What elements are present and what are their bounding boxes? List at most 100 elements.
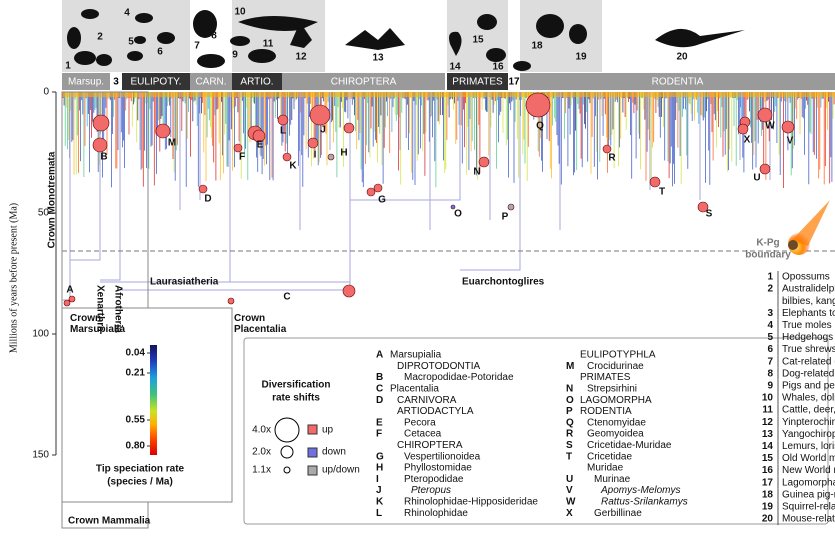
- group-number: 6: [767, 344, 773, 355]
- key-letter: D: [376, 395, 383, 406]
- shift-letter: V: [787, 136, 794, 147]
- key-name: Murinae: [594, 474, 631, 485]
- clade-name: EULIPOTY.: [131, 77, 182, 88]
- key-name: PRIMATES: [580, 372, 631, 383]
- animal: [81, 9, 99, 19]
- shift-letter: H: [340, 148, 347, 159]
- silhouette-number: 19: [575, 52, 587, 63]
- key-letter: B: [376, 372, 383, 383]
- key-name: RODENTIA: [580, 406, 632, 417]
- type-symbol: [307, 424, 318, 435]
- key-letter: A: [376, 350, 383, 361]
- clade-bar: [232, 73, 282, 90]
- key-letter: O: [566, 395, 574, 406]
- silhouette-panel: [520, 0, 602, 72]
- group-name: Cattle, deer, giraffes: [782, 405, 835, 416]
- type-label: up: [322, 425, 334, 436]
- group-name: Opossums: [782, 272, 830, 283]
- rate-shift: [759, 163, 771, 175]
- rate-shift: [327, 153, 335, 161]
- silhouette-panel: [232, 0, 325, 72]
- key-box: [243, 337, 829, 525]
- shift-letter: E: [257, 140, 264, 151]
- clade-name: CHIROPTERA: [331, 77, 397, 88]
- clade-bar: [122, 73, 190, 90]
- rate-shift: [227, 297, 235, 305]
- silhouette-number: 5: [128, 37, 134, 48]
- key-name: Phyllostomidae: [404, 463, 472, 474]
- key-name: Gerbillinae: [594, 508, 642, 519]
- group-name: Lemurs, lorises, galagos: [782, 441, 835, 452]
- rate-shift: [737, 123, 749, 135]
- rate-shift: [757, 107, 773, 123]
- group-number: 19: [762, 502, 774, 513]
- shift-letter: G: [378, 195, 386, 206]
- key-letter: L: [376, 508, 382, 519]
- y-axis-label: Millions of years before present (Ma): [8, 203, 19, 353]
- shift-letter: X: [744, 135, 751, 146]
- key-letter: J: [376, 485, 382, 496]
- group-number: 17: [762, 477, 774, 488]
- rate-shift: [343, 122, 355, 134]
- type-symbol: [307, 447, 318, 458]
- y-tick-label: 50: [38, 208, 50, 219]
- silhouette-number: 14: [449, 62, 461, 73]
- type-symbol: [307, 465, 318, 476]
- key-name: Muridae: [587, 463, 624, 474]
- group-name: Hedgehogs: [782, 332, 833, 343]
- silhouette-number: 20: [676, 52, 688, 63]
- key-name: Vespertilionoidea: [404, 451, 481, 462]
- key-letter: P: [566, 406, 573, 417]
- group-name: Old World monkeys, apes: [782, 453, 835, 464]
- animal: [230, 36, 250, 46]
- shift-letter: A: [66, 285, 73, 296]
- shift-letter: N: [473, 167, 480, 178]
- tip-fringe: [62, 92, 835, 188]
- key-name: Pteropus: [411, 485, 451, 496]
- colorbar-tick-label: 0.04: [126, 348, 146, 359]
- type-label: up/down: [322, 465, 360, 476]
- key-letter: F: [376, 429, 382, 440]
- shift-letter: J: [320, 125, 326, 136]
- key-name: Ctenomyidae: [587, 417, 646, 428]
- group-name: Squirrel-related: [782, 502, 835, 513]
- colorbar-tick-label: 0.55: [126, 415, 146, 426]
- clade-name: Marsup.: [68, 77, 104, 88]
- asteroid-trail: [792, 200, 830, 246]
- shift-letter: K: [289, 161, 297, 172]
- group-name: Whales, dolphins, hippos: [782, 393, 835, 404]
- rate-shift: [307, 137, 319, 149]
- clade-name: RODENTIA: [652, 77, 704, 88]
- kpg-label: boundary: [745, 250, 791, 261]
- rate-shift: [507, 203, 515, 211]
- clade-label: Xenarthra: [94, 285, 105, 332]
- key-name: Cricetidae-Muridae: [587, 440, 672, 451]
- key-letter: N: [566, 384, 573, 395]
- y-tick-label: 0: [43, 87, 49, 98]
- silhouette-number: 8: [211, 31, 217, 42]
- key-name: Rhinolophidae: [404, 508, 468, 519]
- group-number: 3: [767, 308, 773, 319]
- silhouette-number: 6: [157, 47, 163, 58]
- tip-band: [62, 92, 835, 97]
- rate-shift: [649, 176, 661, 188]
- shift-letter: B: [100, 152, 107, 163]
- silhouette-number: 12: [295, 52, 307, 63]
- key-letter: E: [376, 417, 383, 428]
- shift-letter: O: [454, 209, 462, 220]
- group-name: Yinpterochiroptera: [782, 417, 835, 428]
- size-symbol: [280, 445, 294, 459]
- animal: [193, 10, 217, 38]
- key-name: Placentalia: [390, 384, 439, 395]
- group-number: 1: [767, 272, 773, 283]
- shift-letter: C: [283, 292, 290, 303]
- silhouette-number: 15: [472, 35, 484, 46]
- group-number: 4: [767, 320, 773, 331]
- rate-shift: [155, 123, 171, 139]
- group-name: Lagomorpha: [782, 477, 835, 488]
- key-name: Apomys-Melomys: [600, 485, 680, 496]
- silhouette-number: 7: [194, 41, 200, 52]
- animal: [486, 48, 506, 62]
- clade-label: Crown Placentalia: [234, 313, 287, 335]
- animal: [127, 51, 143, 61]
